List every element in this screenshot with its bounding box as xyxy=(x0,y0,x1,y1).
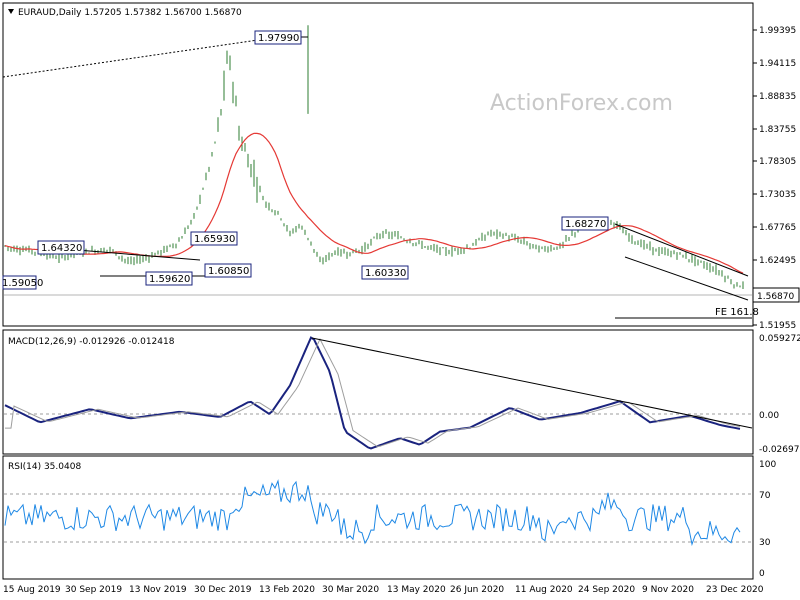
label-168270: 1.68270 xyxy=(561,216,609,231)
macd-panel xyxy=(2,329,754,455)
channel-lower xyxy=(624,256,749,301)
y-tick: 1.62495 xyxy=(759,256,796,266)
y-tick: 1.83755 xyxy=(759,125,796,135)
x-tick: 24 Sep 2020 xyxy=(578,585,635,595)
signal-line xyxy=(5,337,741,447)
label-160850: 1.60850 xyxy=(204,263,252,278)
y-tick: 1.94115 xyxy=(759,59,796,69)
x-tick: 13 Nov 2019 xyxy=(129,585,187,595)
y-tick: 70 xyxy=(759,491,771,501)
fe-label: FE 161.8 xyxy=(715,307,759,318)
macd-title: MACD(12,26,9) -0.012926 -0.012418 xyxy=(8,337,175,347)
y-tick: 1.99395 xyxy=(759,26,796,36)
x-axis: 15 Aug 2019 30 Sep 2019 13 Nov 2019 30 D… xyxy=(3,585,764,595)
rsi-panel xyxy=(2,455,754,580)
annotation-text: 1.59620 xyxy=(149,274,190,285)
annotation-text: 1.59050 xyxy=(2,278,43,289)
y-tick: 0.059272 xyxy=(759,334,800,344)
label-159620: 1.59620 xyxy=(145,271,193,286)
x-tick: 15 Aug 2019 xyxy=(3,585,61,595)
x-tick: 23 Dec 2020 xyxy=(706,585,764,595)
last-price-badge: 1.56870 xyxy=(752,287,800,303)
macd-y-axis: 0.059272 0.00 -0.026978 xyxy=(759,334,800,455)
label-197990: 1.97990 xyxy=(254,30,302,45)
dotted-trendline xyxy=(2,39,259,78)
label-165930: 1.65930 xyxy=(190,231,238,246)
watermark: ActionForex.com xyxy=(490,91,673,116)
label-160330: 1.60330 xyxy=(361,265,409,280)
y-tick: 1.73035 xyxy=(759,190,796,200)
x-tick: 9 Nov 2020 xyxy=(642,585,694,595)
last-price-text: 1.56870 xyxy=(757,292,794,302)
price-title: EURAUD,Daily 1.57205 1.57382 1.56700 1.5… xyxy=(18,8,242,18)
x-tick: 30 Dec 2019 xyxy=(194,585,252,595)
rsi-y-axis: 100 70 30 0 xyxy=(759,460,776,579)
x-tick: 26 Jun 2020 xyxy=(450,585,504,595)
y-tick: 1.51955 xyxy=(759,321,796,331)
channel-upper xyxy=(614,223,749,277)
y-tick: 0.00 xyxy=(759,411,779,421)
price-header: EURAUD,Daily 1.57205 1.57382 1.56700 1.5… xyxy=(8,8,242,18)
annotation-text: 1.64320 xyxy=(41,243,82,254)
annotation-text: 1.65930 xyxy=(194,234,235,245)
y-tick: 100 xyxy=(759,460,776,470)
annotation-text: 1.97990 xyxy=(258,33,299,44)
label-164320: 1.64320 xyxy=(37,240,85,255)
macd-trendline xyxy=(311,337,753,429)
x-tick: 11 Aug 2020 xyxy=(515,585,573,595)
y-tick: 30 xyxy=(759,538,771,548)
label-159050: 1.59050 xyxy=(2,275,43,290)
x-tick: 13 May 2020 xyxy=(387,585,446,595)
annotation-text: 1.60850 xyxy=(208,266,249,277)
y-tick: -0.026978 xyxy=(759,445,800,455)
annotation-text: 1.60330 xyxy=(365,268,406,279)
y-tick: 1.88835 xyxy=(759,92,796,102)
rsi-title: RSI(14) 35.0408 xyxy=(8,462,81,472)
y-tick: 1.78305 xyxy=(759,157,796,167)
price-y-axis: 1.99395 1.94115 1.88835 1.83755 1.78305 … xyxy=(753,26,796,331)
x-tick: 30 Mar 2020 xyxy=(322,585,379,595)
y-tick: 0 xyxy=(759,569,765,579)
y-tick: 1.67765 xyxy=(759,223,796,233)
annotation-text: 1.68270 xyxy=(565,219,606,230)
x-tick: 13 Feb 2020 xyxy=(259,585,315,595)
rsi-line xyxy=(4,479,741,547)
caret-down-icon xyxy=(8,9,14,14)
x-tick: 30 Sep 2019 xyxy=(65,585,122,595)
macd-line xyxy=(4,336,741,450)
